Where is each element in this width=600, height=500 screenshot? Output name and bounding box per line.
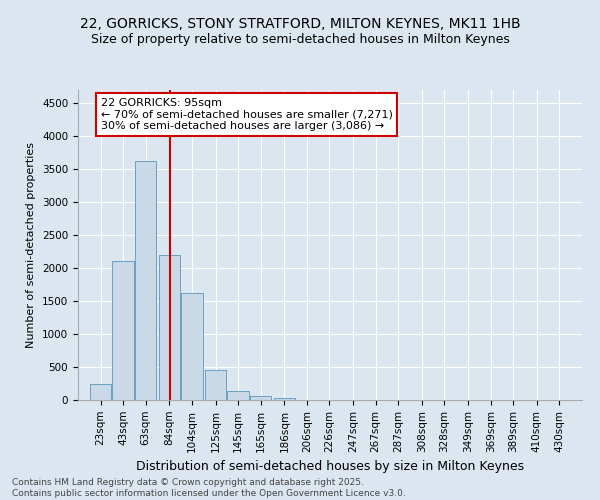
Y-axis label: Number of semi-detached properties: Number of semi-detached properties [26, 142, 37, 348]
Text: Size of property relative to semi-detached houses in Milton Keynes: Size of property relative to semi-detach… [91, 32, 509, 46]
Bar [181, 293, 203, 400]
Bar [112, 262, 134, 400]
Bar [250, 396, 271, 400]
X-axis label: Distribution of semi-detached houses by size in Milton Keynes: Distribution of semi-detached houses by … [136, 460, 524, 473]
Bar [205, 370, 226, 400]
Text: Contains HM Land Registry data © Crown copyright and database right 2025.
Contai: Contains HM Land Registry data © Crown c… [12, 478, 406, 498]
Bar [227, 392, 249, 400]
Text: 22 GORRICKS: 95sqm
← 70% of semi-detached houses are smaller (7,271)
30% of semi: 22 GORRICKS: 95sqm ← 70% of semi-detache… [101, 98, 392, 131]
Bar [158, 255, 180, 400]
Bar [135, 161, 157, 400]
Text: 22, GORRICKS, STONY STRATFORD, MILTON KEYNES, MK11 1HB: 22, GORRICKS, STONY STRATFORD, MILTON KE… [80, 18, 520, 32]
Bar [274, 398, 295, 400]
Bar [90, 384, 111, 400]
